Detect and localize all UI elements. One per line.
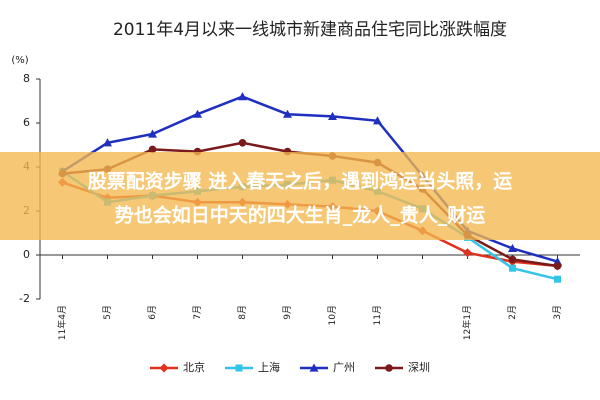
legend-label: 上海 <box>258 360 280 374</box>
overlay-text: 势也会如日中天的四大生肖_龙人_贵人_财运 <box>115 204 486 227</box>
marker <box>385 364 393 372</box>
x-tick-label: 3月 <box>552 305 563 320</box>
overlay-text: 股票配资步骤 进入春天之后，遇到鸿运当头照，运 <box>88 170 513 193</box>
marker <box>193 109 202 118</box>
marker <box>159 363 169 373</box>
marker <box>238 92 247 101</box>
marker <box>309 363 319 372</box>
marker <box>508 243 517 252</box>
marker <box>553 262 562 270</box>
chart-title: 2011年4月以来一线城市新建商品住宅同比涨跌幅度 <box>113 20 507 40</box>
marker <box>235 364 243 372</box>
marker <box>283 109 292 118</box>
legend: 北京 上海 广州 深圳 <box>150 360 430 374</box>
x-tick-label: 7月 <box>192 305 203 320</box>
x-tick-label: 11月 <box>372 305 383 325</box>
legend-label: 北京 <box>183 360 205 374</box>
marker <box>238 139 247 147</box>
legend-label: 深圳 <box>408 361 430 374</box>
marker <box>148 129 157 138</box>
marker <box>148 145 157 154</box>
y-tick-label: 0 <box>23 248 30 261</box>
marker <box>554 275 561 283</box>
overlay-banner: 股票配资步骤 进入春天之后，遇到鸿运当头照，运势也会如日中天的四大生肖_龙人_贵… <box>0 152 600 240</box>
banner-bg <box>0 152 600 240</box>
y-tick-label: 6 <box>23 116 30 129</box>
x-tick-label: 12年1月 <box>461 305 473 340</box>
y-tick-label: -2 <box>19 292 30 305</box>
marker <box>463 248 472 258</box>
x-tick-label: 10月 <box>327 305 338 325</box>
x-tick-label: 2月 <box>507 305 518 320</box>
x-tick-label: 8月 <box>237 305 248 320</box>
x-tick-label: 9月 <box>282 305 293 320</box>
x-tick-label: 11年4月 <box>56 305 68 340</box>
x-tick-label: 6月 <box>147 305 158 320</box>
y-tick-label: 8 <box>23 72 30 85</box>
x-tick-label: 5月 <box>102 305 113 320</box>
marker <box>508 255 517 264</box>
marker <box>373 116 382 125</box>
marker <box>328 111 337 120</box>
marker <box>103 138 112 147</box>
legend-label: 广州 <box>333 361 355 374</box>
marker <box>509 264 516 272</box>
y-axis-unit: (%) <box>11 55 28 66</box>
